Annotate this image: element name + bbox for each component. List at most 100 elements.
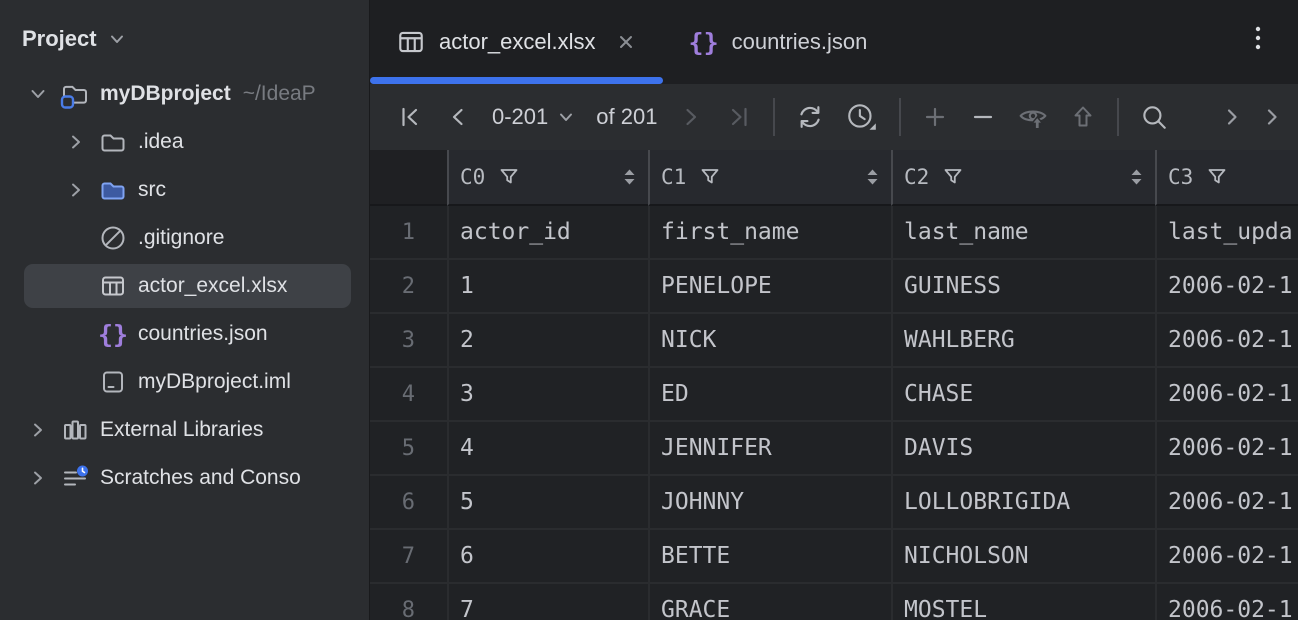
chevron-down-icon [107, 29, 127, 49]
filter-icon[interactable] [941, 165, 965, 189]
table-cell[interactable]: 7 [447, 584, 648, 620]
table-cell[interactable]: 2006-02-1 [1155, 584, 1298, 620]
table-cell[interactable]: 2006-02-1 [1155, 476, 1298, 528]
tree-item-scratches-and-consoles[interactable]: Scratches and Conso [0, 454, 369, 502]
table-cell[interactable]: last_upda [1155, 206, 1298, 258]
table-cell[interactable]: CHASE [891, 368, 1155, 420]
table-cell[interactable]: 2006-02-1 [1155, 530, 1298, 582]
preview-changes-icon[interactable] [1017, 102, 1049, 132]
filter-icon[interactable] [497, 165, 521, 189]
table-cell[interactable]: 2006-02-1 [1155, 368, 1298, 420]
table-cell[interactable]: 2 [447, 314, 648, 366]
table-cell[interactable]: WAHLBERG [891, 314, 1155, 366]
filter-icon[interactable] [698, 165, 722, 189]
previous-page-button[interactable] [444, 103, 472, 131]
table-row: 5 4 JENNIFER DAVIS 2006-02-1 [370, 422, 1298, 476]
tree-item-mydbproject-iml[interactable]: myDBproject.iml [0, 358, 369, 406]
sort-icon[interactable] [864, 166, 881, 188]
chevron-right-icon[interactable] [20, 467, 56, 489]
column-header-c0[interactable]: C0 [447, 150, 648, 206]
table-cell[interactable]: JOHNNY [648, 476, 891, 528]
table-cell[interactable]: 2006-02-1 [1155, 314, 1298, 366]
sort-icon[interactable] [1128, 166, 1145, 188]
next-page-button[interactable] [677, 103, 705, 131]
chevron-down-icon[interactable] [20, 83, 56, 105]
libraries-icon [56, 416, 94, 444]
table-cell[interactable]: LOLLOBRIGIDA [891, 476, 1155, 528]
project-panel-header[interactable]: Project [0, 0, 369, 64]
toolbar-divider [1117, 98, 1120, 136]
table-cell[interactable]: 2006-02-1 [1155, 422, 1298, 474]
tab-actor-excel-xlsx[interactable]: actor_excel.xlsx [370, 0, 663, 84]
sort-icon[interactable] [621, 166, 638, 188]
table-cell[interactable]: 5 [447, 476, 648, 528]
table-row: 2 1 PENELOPE GUINESS 2006-02-1 [370, 260, 1298, 314]
table-cell[interactable]: NICHOLSON [891, 530, 1155, 582]
table-cell[interactable]: PENELOPE [648, 260, 891, 312]
tab-label: countries.json [731, 29, 868, 54]
table-cell[interactable]: first_name [648, 206, 891, 258]
table-cell[interactable]: 2006-02-1 [1155, 260, 1298, 312]
table-cell[interactable]: GRACE [648, 584, 891, 620]
tab-countries-json[interactable]: {} countries.json [663, 0, 894, 84]
table-row: 7 6 BETTE NICHOLSON 2006-02-1 [370, 530, 1298, 584]
last-page-button[interactable] [725, 103, 753, 131]
tree-item-countries-json[interactable]: {} countries.json [0, 310, 369, 358]
table-cell[interactable]: JENNIFER [648, 422, 891, 474]
submit-changes-button[interactable] [1069, 103, 1097, 131]
row-number: 3 [401, 327, 415, 353]
tree-item-idea-folder[interactable]: .idea [0, 118, 369, 166]
delete-row-button[interactable] [969, 103, 997, 131]
chevron-right-icon[interactable] [58, 179, 94, 201]
active-tab-indicator [370, 77, 663, 84]
table-cell[interactable]: 6 [447, 530, 648, 582]
column-header-c1[interactable]: C1 [648, 150, 891, 206]
source-folder-icon [94, 176, 132, 204]
table-cell[interactable]: last_name [891, 206, 1155, 258]
row-number: 5 [401, 435, 415, 461]
table-row: 8 7 GRACE MOSTEL 2006-02-1 [370, 584, 1298, 620]
editor-area: actor_excel.xlsx {} countries.json [370, 0, 1298, 620]
column-header-c3[interactable]: C3 [1155, 150, 1298, 206]
tree-item-label: actor_excel.xlsx [138, 274, 288, 297]
data-grid-toolbar: 0-201 of 201 [370, 84, 1298, 150]
add-row-button[interactable] [921, 103, 949, 131]
grid-header-row: C0 C1 [370, 150, 1298, 206]
close-icon[interactable] [615, 31, 637, 53]
column-name: C2 [904, 165, 930, 189]
column-name: C0 [460, 165, 486, 189]
chevron-right-icon[interactable] [58, 131, 94, 153]
history-clock-button[interactable] [845, 101, 879, 133]
table-cell[interactable]: 1 [447, 260, 648, 312]
table-cell[interactable]: MOSTEL [891, 584, 1155, 620]
tree-item-mydbproject[interactable]: myDBproject ~/IdeaP [0, 70, 369, 118]
page-range-dropdown[interactable]: 0-201 [492, 104, 576, 130]
table-cell[interactable]: BETTE [648, 530, 891, 582]
table-cell[interactable]: actor_id [447, 206, 648, 258]
toolbar-overflow-chevron-icon[interactable] [1260, 105, 1284, 129]
tree-item-src-folder[interactable]: src [0, 166, 369, 214]
search-icon[interactable] [1139, 102, 1169, 132]
scratches-icon [56, 464, 94, 492]
column-header-c2[interactable]: C2 [891, 150, 1155, 206]
toolbar-divider [899, 98, 902, 136]
row-number: 7 [401, 543, 415, 569]
filter-icon[interactable] [1205, 165, 1229, 189]
first-page-button[interactable] [396, 103, 424, 131]
tree-item-actor-excel-xlsx[interactable]: actor_excel.xlsx [0, 262, 369, 310]
tree-item-external-libraries[interactable]: External Libraries [0, 406, 369, 454]
toolbar-overflow-chevron-icon[interactable] [1220, 105, 1244, 129]
table-cell[interactable]: NICK [648, 314, 891, 366]
table-cell[interactable]: DAVIS [891, 422, 1155, 474]
table-cell[interactable]: 3 [447, 368, 648, 420]
tree-item-label: External Libraries [100, 418, 264, 441]
table-cell[interactable]: 4 [447, 422, 648, 474]
grid-corner-cell[interactable] [370, 150, 447, 206]
table-cell[interactable]: GUINESS [891, 260, 1155, 312]
tree-item-gitignore[interactable]: .gitignore [0, 214, 369, 262]
table-cell[interactable]: ED [648, 368, 891, 420]
json-file-icon: {} [97, 319, 129, 349]
reload-data-button[interactable] [795, 102, 825, 132]
chevron-right-icon[interactable] [20, 419, 56, 441]
more-options-kebab-icon[interactable] [1244, 22, 1272, 56]
